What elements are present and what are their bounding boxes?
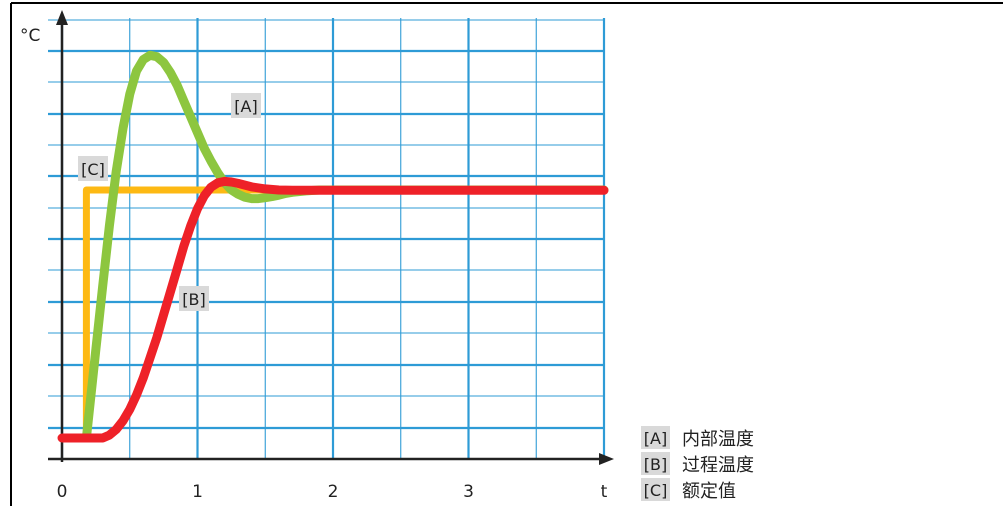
legend-tag-box <box>641 426 670 449</box>
x-axis-arrow <box>599 453 614 465</box>
x-tick-label: 0 <box>57 482 68 502</box>
y-axis-label: °C <box>20 26 40 46</box>
x-tick-label: 3 <box>463 482 474 502</box>
curve-label-b: [B] <box>182 290 205 309</box>
legend-tag-box <box>641 452 670 475</box>
curve-label-box-c <box>78 156 108 181</box>
x-tick-label: 2 <box>328 482 339 502</box>
legend-tag: [A] <box>644 429 667 448</box>
curve-label-box-b <box>179 286 209 311</box>
legend-tag: [B] <box>644 455 667 474</box>
x-tick-label: 1 <box>192 482 203 502</box>
legend-label-a: 内部温度 <box>682 429 754 450</box>
grid <box>48 18 606 458</box>
x-axis-label: t <box>601 482 608 502</box>
series-line-c <box>82 186 276 442</box>
axes: 0 1 2 3 <box>48 10 614 502</box>
series-lines <box>57 50 609 443</box>
legend-label-b: 过程温度 <box>682 455 754 476</box>
series-line-b <box>57 176 609 443</box>
curve-labels: [A] [B] [C] <box>78 93 261 311</box>
curve-label-a: [A] <box>234 97 257 116</box>
legend-tag: [C] <box>644 481 668 500</box>
series-line-a <box>81 50 609 443</box>
curve-label-c: [C] <box>81 160 105 179</box>
legend: [A] 内部温度 [B] 过程温度 [C] 额定值 <box>641 426 754 502</box>
y-axis-arrow <box>56 10 68 25</box>
legend-tag-box <box>641 478 670 501</box>
legend-label-c: 额定值 <box>682 481 736 502</box>
curve-label-box-a <box>231 93 261 118</box>
